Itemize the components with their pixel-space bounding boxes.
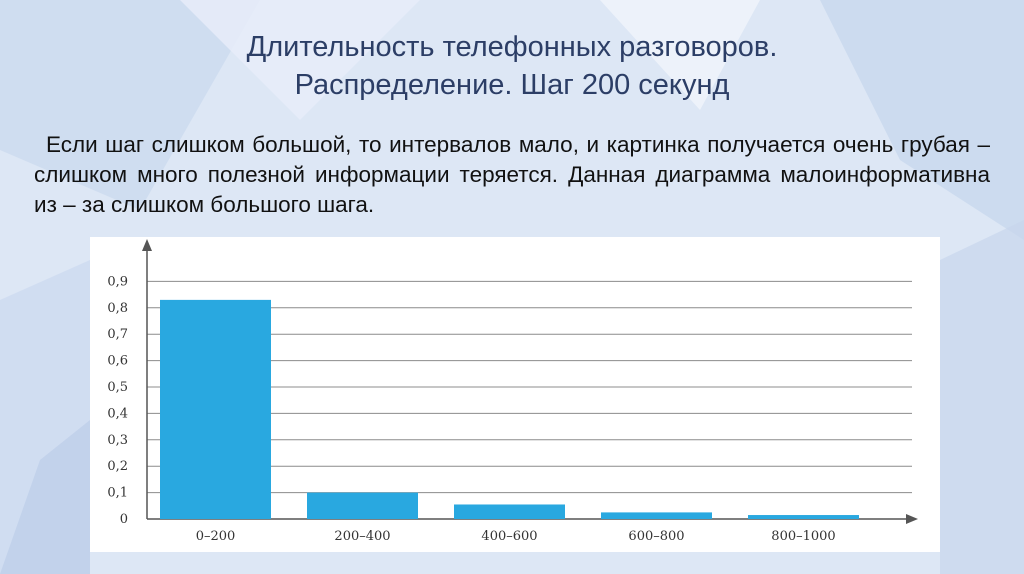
title-line-1: Длительность телефонных разговоров.: [0, 28, 1024, 66]
y-tick-label: 0,6: [107, 354, 128, 369]
bar-400-600: [454, 504, 565, 519]
y-tick-label: 0,7: [107, 327, 128, 342]
slide-title: Длительность телефонных разговоров. Расп…: [0, 28, 1024, 104]
x-axis-arrow: [906, 514, 918, 524]
histogram-chart: 0 0,1 0,2 0,3 0,4 0,5 0,6 0,7 0,8 0,9 0–200 200–400…: [90, 237, 940, 552]
y-tick-label: 0,2: [107, 459, 128, 474]
x-category-label: 600–800: [628, 529, 684, 544]
bar-800-1000: [748, 515, 859, 519]
chart-panel: 0 0,1 0,2 0,3 0,4 0,5 0,6 0,7 0,8 0,9 0–200 200–400…: [90, 237, 940, 552]
bar-0-200: [160, 300, 271, 519]
y-axis-arrow: [142, 239, 152, 251]
y-tick-label: 0,5: [107, 380, 128, 395]
y-tick-label: 0,9: [107, 274, 128, 289]
x-category-label: 200–400: [334, 529, 390, 544]
y-tick-label: 0: [120, 512, 128, 527]
slide-description: Если шаг слишком большой, то интервалов …: [34, 130, 990, 220]
bar-200-400: [307, 493, 418, 519]
title-line-2: Распределение. Шаг 200 секунд: [0, 66, 1024, 104]
x-category-label: 800–1000: [771, 529, 835, 544]
bar-600-800: [601, 512, 712, 519]
x-category-label: 400–600: [481, 529, 537, 544]
y-tick-label: 0,1: [107, 486, 128, 501]
y-tick-label: 0,3: [107, 433, 128, 448]
x-category-label: 0–200: [196, 529, 236, 544]
y-tick-label: 0,4: [107, 406, 128, 421]
y-tick-label: 0,8: [107, 301, 128, 316]
description-text: Если шаг слишком большой, то интервалов …: [34, 132, 990, 217]
